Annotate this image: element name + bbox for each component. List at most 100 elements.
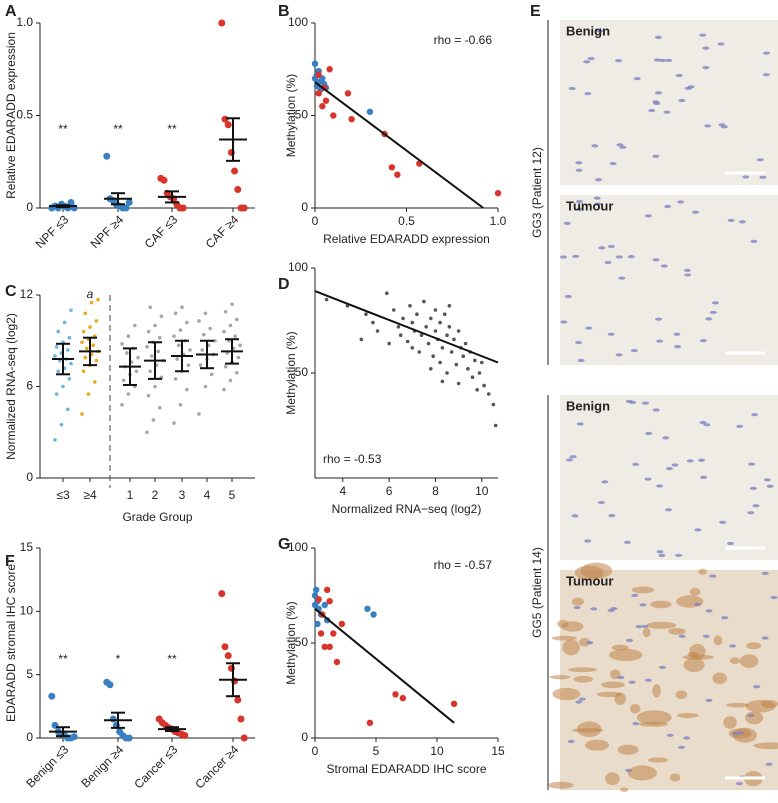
nucleus [632, 721, 640, 726]
point [134, 369, 139, 374]
nucleus [662, 436, 670, 440]
nucleus [607, 332, 615, 336]
micrograph [560, 195, 778, 365]
point [223, 364, 228, 369]
point [456, 381, 461, 386]
point [197, 319, 201, 323]
point [125, 734, 133, 742]
stain [627, 765, 657, 781]
nucleus [641, 401, 649, 405]
point [438, 360, 442, 365]
point [158, 406, 162, 410]
point [235, 317, 239, 322]
point [66, 407, 70, 412]
image-label: Tumour [566, 573, 613, 588]
point [218, 590, 226, 598]
y-tick-label: 10 [20, 604, 34, 618]
point [202, 332, 206, 337]
point [401, 316, 405, 321]
nucleus [677, 200, 685, 204]
x-tick-label: NPF ≥4 [88, 212, 127, 251]
nucleus [700, 475, 708, 479]
point [333, 658, 341, 666]
nucleus [585, 326, 593, 330]
point [419, 333, 424, 338]
point [172, 421, 176, 425]
point [452, 337, 456, 342]
nucleus [631, 593, 639, 598]
point [222, 329, 226, 334]
stain [676, 712, 699, 718]
stain [760, 700, 778, 709]
point [431, 354, 435, 359]
point [203, 311, 208, 316]
nucleus [699, 420, 707, 425]
point [326, 643, 333, 650]
x-tick-label: Cancer ≤3 [131, 742, 180, 791]
error-bar [175, 339, 189, 373]
stain [753, 742, 778, 750]
error-bar [56, 204, 70, 209]
point [146, 329, 151, 334]
y-tick-label: 50 [295, 365, 309, 379]
nucleus [569, 455, 577, 459]
y-tick-label: 50 [295, 108, 309, 122]
error-bar [56, 342, 70, 376]
point [228, 323, 233, 328]
annotation: ** [58, 122, 68, 136]
point [415, 312, 419, 317]
point [121, 378, 126, 383]
point [136, 355, 140, 360]
x-axis-label: Stromal EDARADD IHC score [326, 762, 486, 776]
point [223, 309, 228, 314]
point [454, 362, 459, 367]
nucleus [630, 348, 638, 353]
annotation: rho = -0.57 [434, 558, 493, 572]
annotation: * [116, 652, 121, 666]
nucleus [575, 168, 583, 172]
fit-line [314, 608, 455, 724]
point [224, 652, 232, 660]
nucleus [623, 540, 631, 544]
nucleus [615, 353, 623, 357]
nucleus [577, 358, 585, 363]
point [240, 734, 248, 742]
point [160, 176, 168, 184]
point [237, 715, 245, 723]
nucleus [711, 301, 719, 305]
point [235, 370, 239, 375]
nucleus [618, 276, 626, 280]
point [145, 430, 149, 435]
point [122, 204, 130, 212]
point [54, 345, 59, 349]
point [493, 423, 498, 428]
nucleus [709, 310, 717, 315]
nucleus [596, 29, 604, 33]
point [315, 596, 322, 603]
nucleus [674, 344, 682, 349]
nucleus [597, 500, 605, 505]
nucleus [563, 221, 571, 225]
micrograph [560, 395, 778, 560]
nucleus [727, 218, 735, 223]
panel-letter: A [5, 3, 17, 20]
x-tick-label: CAF ≥4 [203, 212, 242, 251]
point [385, 291, 389, 296]
nucleus [762, 73, 770, 77]
stain [638, 721, 669, 727]
x-tick-label: 0.5 [398, 214, 415, 228]
point [392, 691, 399, 698]
point [486, 392, 491, 396]
nucleus [763, 51, 771, 55]
error-bar [123, 347, 137, 386]
x-tick-label: 8 [432, 484, 439, 498]
point [151, 418, 156, 422]
image-label: Benign [566, 23, 610, 38]
point [172, 334, 176, 338]
point [426, 341, 431, 346]
point [53, 438, 57, 442]
nucleus [663, 110, 671, 114]
nucleus [699, 339, 707, 343]
point [231, 167, 239, 175]
annotation: rho = -0.66 [434, 33, 493, 47]
